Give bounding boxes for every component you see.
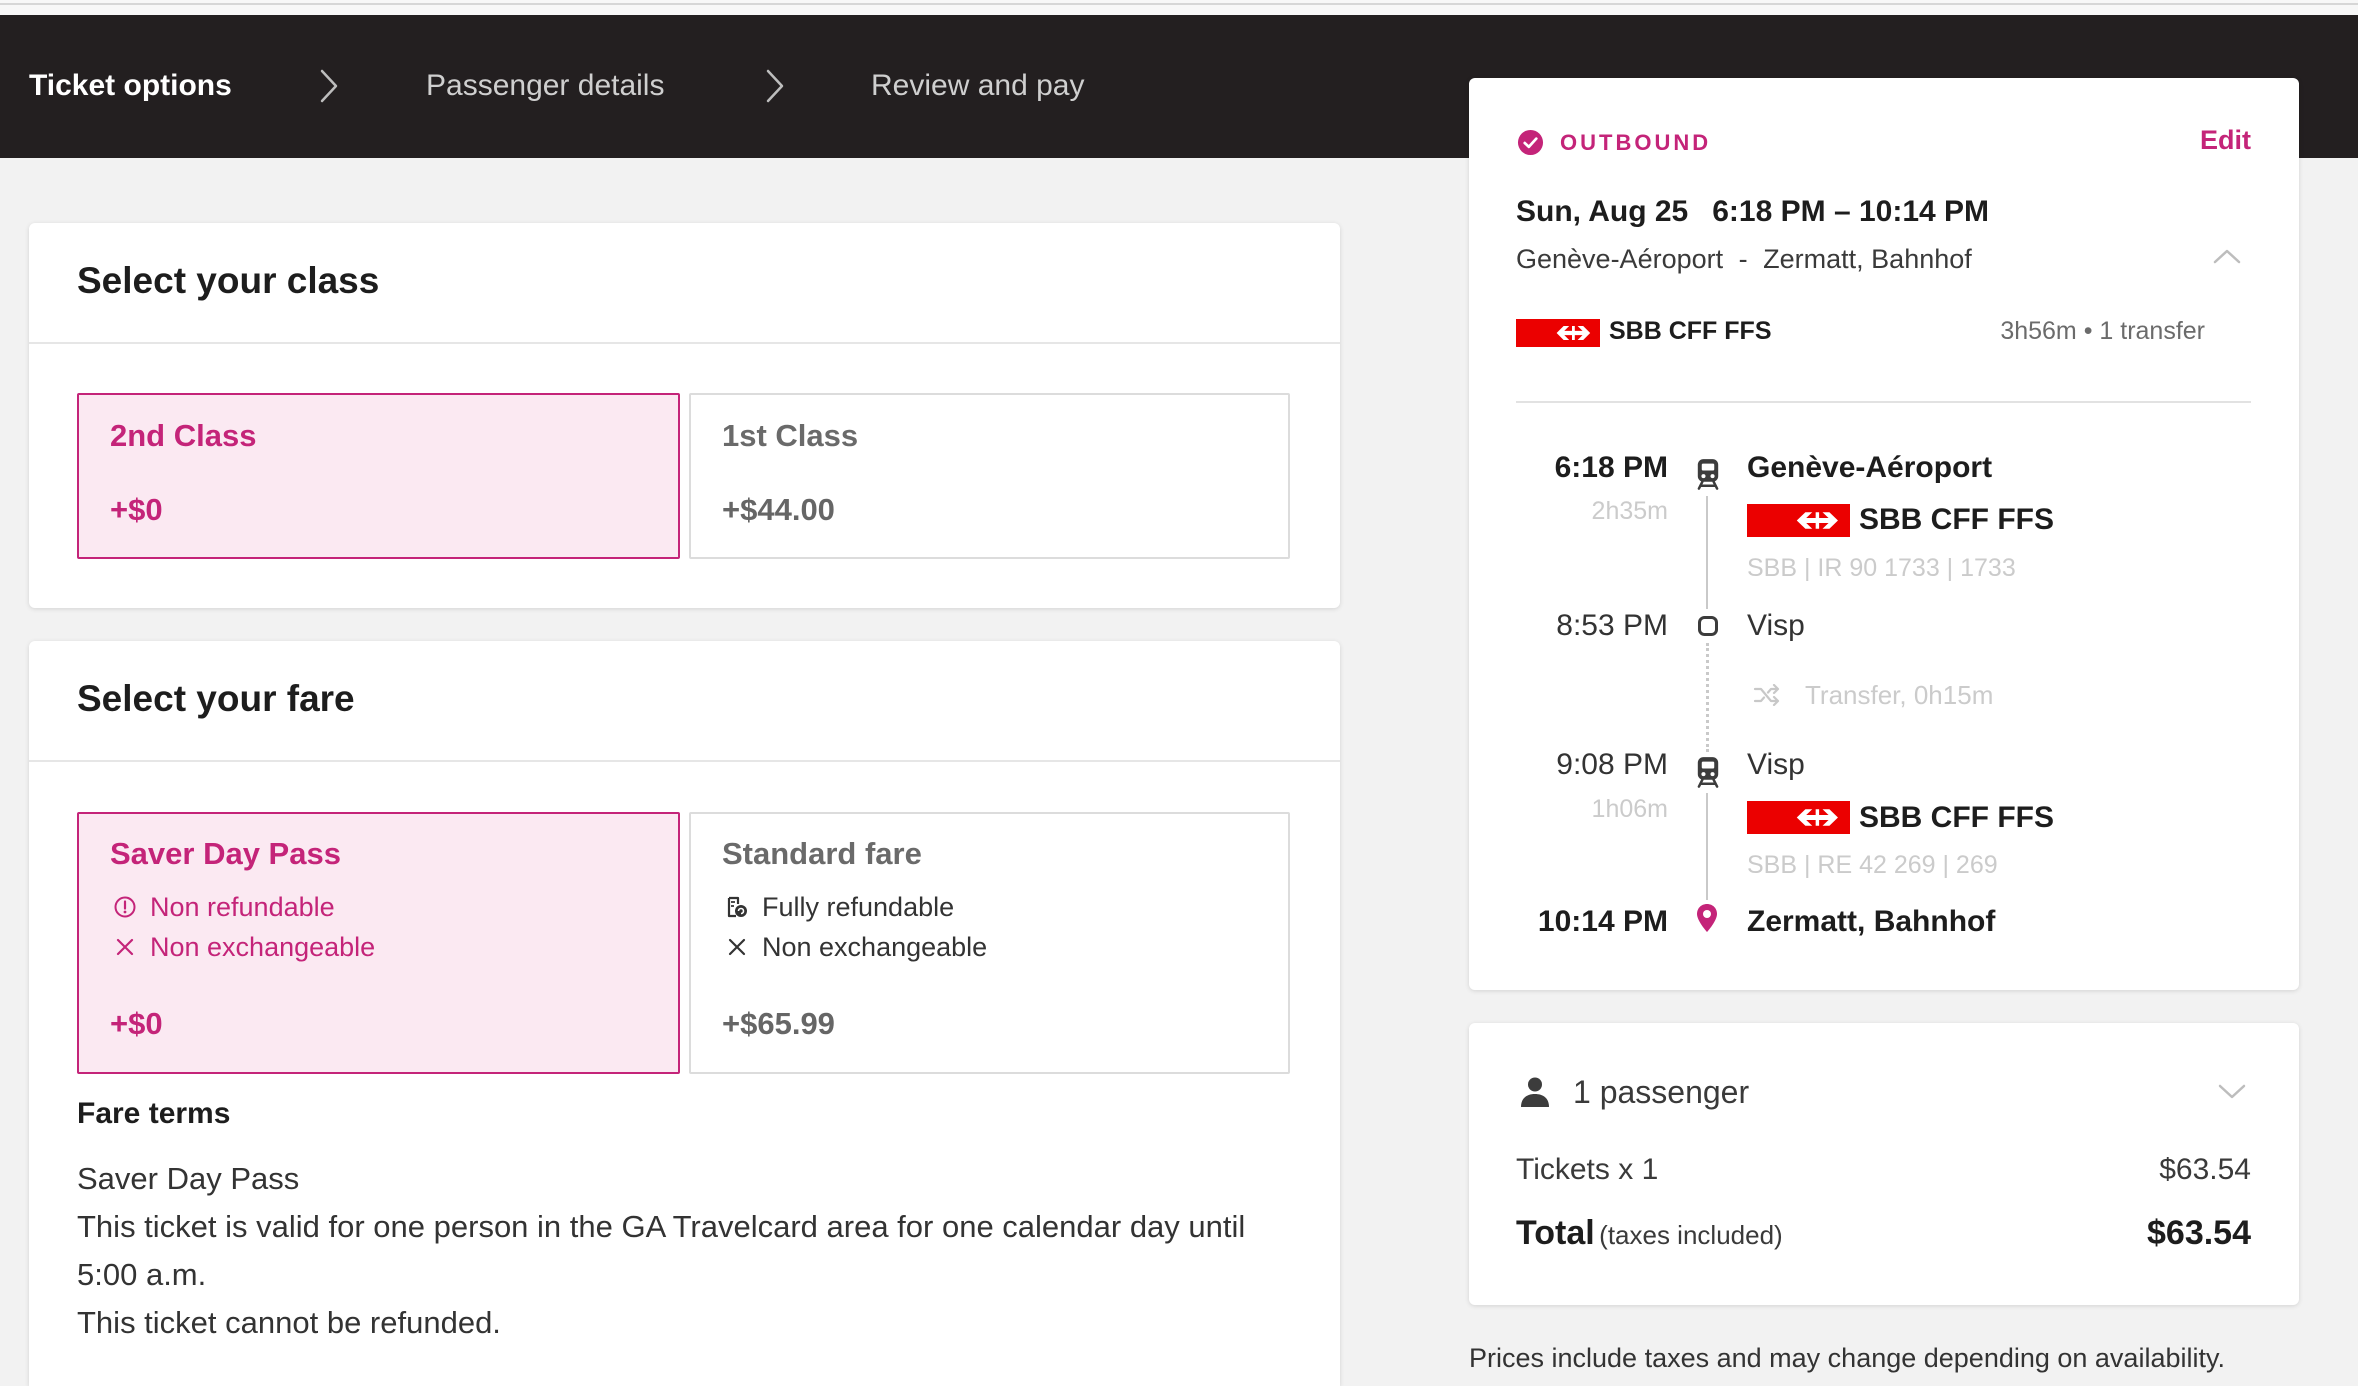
price-summary-card: 1 passenger Tickets x 1 $63.54 Total (ta… — [1469, 1023, 2299, 1305]
timeline-transfer-line — [1706, 643, 1709, 752]
close-icon — [116, 938, 134, 956]
sbb-logo-icon — [1747, 801, 1850, 834]
trip-destination: Zermatt, Bahnhof — [1763, 244, 1972, 274]
fare-option-name: Saver Day Pass — [110, 836, 341, 871]
class-option-name: 1st Class — [722, 418, 859, 453]
direction-label: OUTBOUND — [1560, 130, 1712, 155]
top-divider — [0, 3, 2358, 5]
timeline-line — [1706, 496, 1708, 609]
trip-date: Sun, Aug 25 — [1516, 195, 1689, 228]
fare-option-name: Standard fare — [722, 836, 922, 871]
class-option-2nd[interactable]: 2nd Class +$0 — [77, 393, 680, 559]
class-option-price: +$0 — [110, 492, 163, 527]
stop-icon — [1698, 616, 1718, 636]
fare-option-price: +$65.99 — [722, 1006, 835, 1041]
class-section-title: Select your class — [77, 260, 380, 301]
close-icon — [728, 938, 746, 956]
passenger-count[interactable]: 1 passenger — [1573, 1074, 1750, 1110]
timeline-time: 9:08 PM — [1556, 748, 1668, 781]
fare-option-standard[interactable]: Standard fare Fully refundable Non excha… — [689, 812, 1290, 1074]
total-note: (taxes included) — [1599, 1220, 1783, 1250]
fare-terms-line: 5:00 a.m. — [77, 1257, 207, 1292]
info-circle-icon — [114, 896, 136, 918]
chevron-right-icon — [766, 69, 784, 103]
total-row-label: Total (taxes included) — [1516, 1213, 1783, 1260]
class-option-price: +$44.00 — [722, 492, 835, 527]
timeline-time: 10:14 PM — [1537, 905, 1668, 938]
fare-feature-text: Non refundable — [150, 892, 335, 922]
fare-feature-text: Non exchangeable — [150, 932, 376, 962]
step-passenger-details[interactable]: Passenger details — [426, 69, 665, 102]
timeline-duration: 2h35m — [1591, 497, 1668, 525]
train-icon — [1697, 459, 1719, 490]
top-strip — [0, 0, 2358, 15]
class-option-1st[interactable]: 1st Class +$44.00 — [689, 393, 1290, 559]
outbound-trip-card: OUTBOUND Edit Sun, Aug 25 6:18 PM – 10:14… — [1469, 78, 2299, 990]
timeline-station: Visp — [1747, 609, 1805, 642]
timeline-operator: SBB CFF FFS — [1859, 801, 2054, 834]
timeline-service: SBB | RE 42 269 | 269 — [1747, 851, 1998, 879]
trip-date-time: Sun, Aug 25 6:18 PM – 10:14 PM — [1516, 194, 1989, 230]
chevron-up-icon[interactable] — [2213, 248, 2241, 264]
fare-terms-heading: Fare terms — [77, 1097, 231, 1130]
sbb-logo-icon — [1516, 319, 1600, 347]
timeline-transfer: Transfer, 0h15m — [1805, 680, 1994, 710]
fare-terms-line: Saver Day Pass — [77, 1161, 300, 1196]
chevron-right-icon — [320, 69, 338, 103]
trip-duration-summary: 3h56m • 1 transfer — [2000, 317, 2205, 345]
transfer-icon — [1753, 684, 1780, 706]
fare-terms-body: Saver Day Pass This ticket is valid for … — [77, 1155, 1245, 1347]
price-disclaimer: Prices include taxes and may change depe… — [1469, 1343, 2225, 1373]
step-review-and-pay[interactable]: Review and pay — [871, 69, 1085, 102]
step-ticket-options[interactable]: Ticket options — [29, 69, 232, 102]
timeline-station: Zermatt, Bahnhof — [1747, 905, 1996, 938]
timeline-station: Visp — [1747, 748, 1805, 781]
trip-operator: SBB CFF FFS — [1609, 317, 1772, 345]
sbb-logo-icon — [1747, 504, 1850, 537]
fare-terms-line: This ticket cannot be refunded. — [77, 1305, 501, 1340]
class-card: Select your class 2nd Class +$0 1st Clas… — [29, 223, 1340, 608]
check-circle-icon — [1517, 129, 1544, 156]
train-icon — [1697, 757, 1719, 788]
trip-divider — [1516, 401, 2251, 403]
trip-route: Genève-Aéroport - Zermatt, Bahnhof — [1516, 243, 1972, 275]
trip-origin: Genève-Aéroport — [1516, 244, 1724, 274]
chevron-down-icon[interactable] — [2218, 1084, 2246, 1100]
tickets-price: $63.54 — [2159, 1153, 2251, 1186]
card-divider — [29, 342, 1340, 344]
fare-section-title: Select your fare — [77, 678, 355, 719]
total-label: Total — [1516, 1214, 1595, 1252]
refund-icon — [727, 896, 747, 918]
timeline-line — [1706, 793, 1708, 900]
fare-terms-line: This ticket is valid for one person in t… — [77, 1209, 1246, 1244]
fare-card: Select your fare Saver Day Pass Non refu… — [29, 641, 1340, 1386]
total-price: $63.54 — [2147, 1214, 2251, 1252]
fare-feature-text: Fully refundable — [762, 892, 955, 922]
card-divider — [29, 760, 1340, 762]
route-separator: - — [1738, 244, 1748, 274]
fare-feature-text: Non exchangeable — [762, 932, 988, 962]
fare-option-price: +$0 — [110, 1006, 163, 1041]
timeline-time: 8:53 PM — [1556, 609, 1668, 642]
person-icon — [1521, 1077, 1549, 1107]
timeline-service: SBB | IR 90 1733 | 1733 — [1747, 554, 2016, 582]
pin-icon — [1697, 904, 1717, 932]
timeline-operator: SBB CFF FFS — [1859, 503, 2054, 536]
timeline-time: 6:18 PM — [1554, 451, 1668, 484]
trip-time-range: 6:18 PM – 10:14 PM — [1712, 195, 1990, 228]
timeline-station: Genève-Aéroport — [1747, 451, 1993, 484]
tickets-label: Tickets x 1 — [1516, 1153, 1659, 1186]
timeline-duration: 1h06m — [1591, 795, 1668, 823]
class-option-name: 2nd Class — [110, 418, 257, 453]
fare-option-saver-day-pass[interactable]: Saver Day Pass Non refundable Non exchan… — [77, 812, 680, 1074]
edit-link[interactable]: Edit — [2200, 125, 2251, 155]
